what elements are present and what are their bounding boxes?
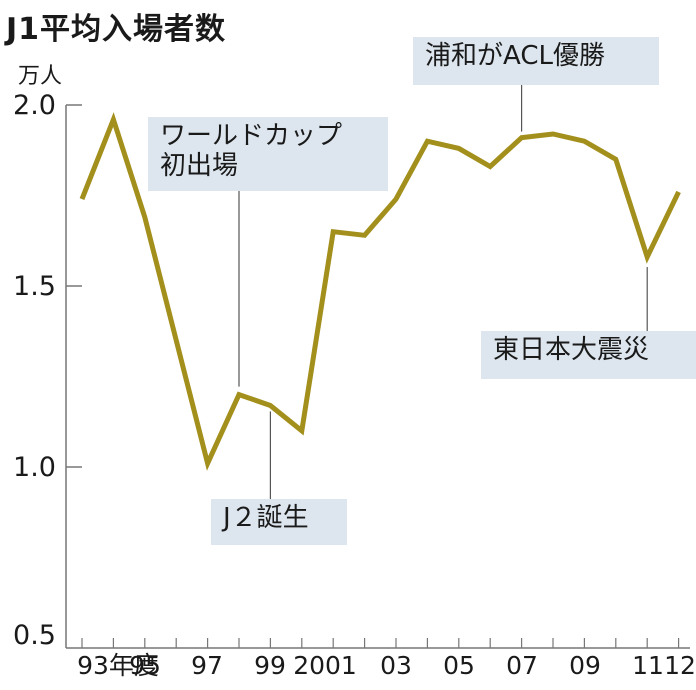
x-tick-label: 11 <box>632 651 664 680</box>
x-tick-label: 99 <box>254 651 286 680</box>
annotation-text: 浦和がACL優勝 <box>425 41 605 71</box>
chart-title: J1平均入場者数 <box>6 12 227 47</box>
y-tick-label: 1.5 <box>13 271 56 302</box>
x-tick-label: 95 <box>129 651 161 680</box>
annotation-world-cup: ワールドカップ 初出場 <box>148 117 388 191</box>
y-tick-label: 2.0 <box>13 90 56 121</box>
x-tick-label: 03 <box>380 651 412 680</box>
annotation-urawa-acl: 浦和がACL優勝 <box>413 37 659 85</box>
attendance-line <box>79 112 681 471</box>
annotation-earthquake: 東日本大震災 <box>481 331 696 379</box>
x-tick-label: 2001 <box>293 651 357 680</box>
x-tick-label: 12 <box>664 651 696 680</box>
y-tick-label: 0.5 <box>13 620 56 651</box>
annotation-text: 東日本大震災 <box>493 335 650 365</box>
annotation-text: J２誕生 <box>223 503 309 533</box>
annotation-leaders <box>238 77 648 499</box>
x-tick-label: 97 <box>191 651 223 680</box>
annotation-j2-founded: J２誕生 <box>211 499 347 545</box>
annotation-text: 初出場 <box>160 151 239 181</box>
x-tick-label: 05 <box>443 651 475 680</box>
x-tick-label: 93年度 <box>77 651 159 680</box>
y-tick-label: 1.0 <box>13 452 56 483</box>
y-axis-unit: 万人 <box>18 64 63 89</box>
annotation-text: ワールドカップ <box>160 121 343 151</box>
x-tick-label: 09 <box>569 651 601 680</box>
x-tick-label: 07 <box>506 651 538 680</box>
axes <box>65 104 690 649</box>
